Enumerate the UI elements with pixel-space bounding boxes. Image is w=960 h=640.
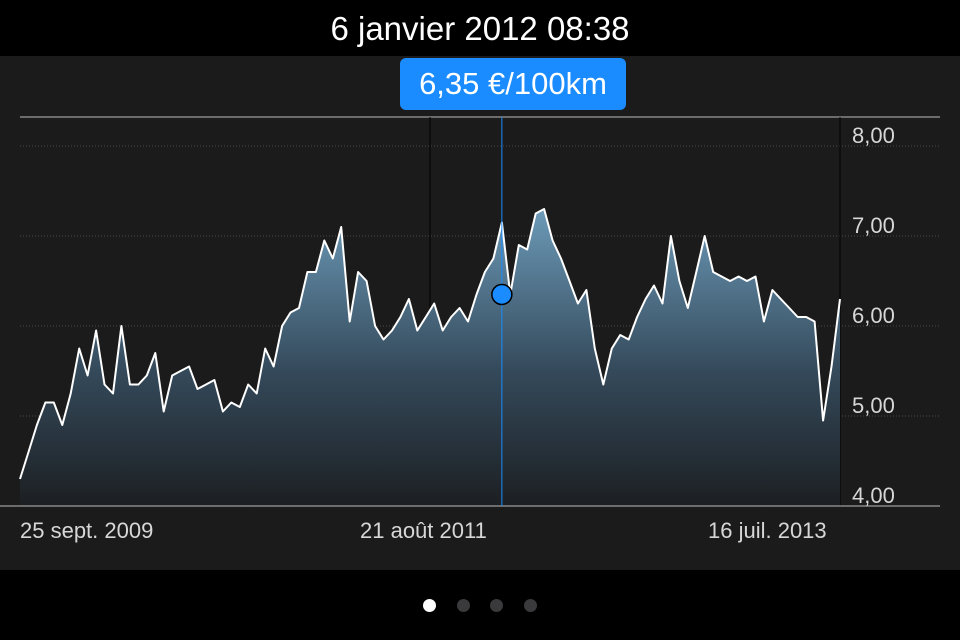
y-tick-label: 5,00 xyxy=(852,393,895,418)
x-tick-label: 21 août 2011 xyxy=(360,518,487,543)
page-dot-2[interactable] xyxy=(456,599,470,612)
page-title: 6 janvier 2012 08:38 xyxy=(330,10,630,47)
y-tick-label: 4,00 xyxy=(852,483,895,508)
page-indicator[interactable] xyxy=(0,599,960,617)
y-tick-label: 6,00 xyxy=(852,303,895,328)
x-tick-label: 16 juil. 2013 xyxy=(708,518,827,543)
value-tooltip: 6,35 €/100km xyxy=(400,58,626,110)
page-dot-1[interactable] xyxy=(423,599,437,612)
y-tick-label: 7,00 xyxy=(852,213,895,238)
chart-area xyxy=(20,209,840,506)
x-tick-label: 25 sept. 2009 xyxy=(20,518,153,543)
page-dot-3[interactable] xyxy=(490,599,504,612)
series-line xyxy=(19,208,841,480)
selection-marker xyxy=(491,283,513,306)
page-dot-4[interactable] xyxy=(523,599,537,612)
y-tick-label: 8,00 xyxy=(852,123,895,148)
